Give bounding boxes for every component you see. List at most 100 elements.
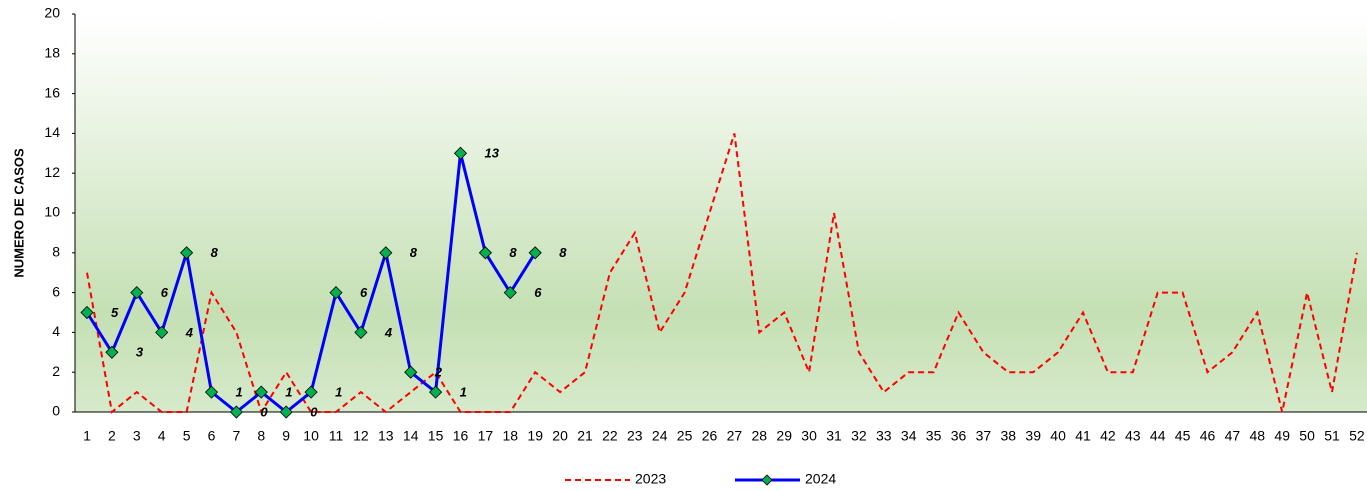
data-label: 2 [434,365,443,380]
y-tick-label: 14 [44,124,60,140]
y-tick-label: 10 [44,204,60,220]
x-tick-label: 19 [527,428,543,444]
x-tick-label: 34 [901,428,917,444]
data-label: 6 [534,285,542,300]
x-tick-label: 42 [1100,428,1116,444]
x-tick-label: 38 [1001,428,1017,444]
legend-label: 2024 [805,471,836,487]
legend-label: 2023 [635,471,666,487]
x-tick-label: 33 [876,428,892,444]
data-label: 4 [384,325,393,340]
x-tick-label: 7 [233,428,241,444]
x-tick-label: 6 [208,428,216,444]
marker [304,385,318,399]
x-tick-label: 35 [926,428,942,444]
data-label: 5 [111,305,119,320]
marker [204,385,219,399]
marker [105,345,119,359]
marker [80,305,94,320]
x-tick-label: 49 [1274,428,1290,444]
x-tick-label: 46 [1200,428,1216,444]
x-tick-label: 31 [826,428,842,444]
marker [503,286,517,300]
x-tick-label: 30 [801,428,817,444]
data-label: 8 [211,245,219,260]
x-tick-label: 50 [1299,428,1315,444]
data-label: 1 [285,385,292,400]
x-tick-label: 9 [282,428,290,444]
x-tick-label: 2 [108,428,116,444]
x-tick-label: 36 [951,428,967,444]
x-tick-label: 26 [702,428,718,444]
marker [254,385,268,399]
data-label: 0 [260,404,268,419]
x-tick-label: 15 [428,428,444,444]
marker [180,246,194,260]
x-tick-label: 14 [403,428,419,444]
y-axis-title: NUMERO DE CASOS [11,148,26,278]
series-line [86,133,1358,415]
x-tick-label: 43 [1125,428,1141,444]
x-tick-label: 47 [1225,428,1241,444]
x-tick-label: 44 [1150,428,1166,444]
x-tick-label: 20 [552,428,568,444]
y-tick-label: 8 [52,244,60,260]
x-tick-label: 21 [577,428,593,444]
data-label: 8 [410,245,418,260]
data-label: 6 [161,285,169,300]
x-tick-label: 37 [976,428,992,444]
x-tick-label: 10 [303,428,319,444]
x-tick-label: 23 [627,428,643,444]
marker [453,146,468,160]
marker [279,405,293,419]
x-tick-label: 41 [1075,428,1091,444]
x-tick-label: 8 [257,428,265,444]
data-label: 4 [185,325,194,340]
x-tick-label: 39 [1025,428,1041,444]
y-tick-label: 16 [44,84,60,100]
y-tick-label: 4 [52,323,60,339]
marker [354,325,368,339]
data-label: 13 [485,146,500,161]
marker [404,365,418,379]
x-tick-label: 17 [478,428,494,444]
data-label: 0 [310,404,318,419]
data-label: 3 [136,345,144,360]
x-tick-label: 40 [1050,428,1066,444]
x-tick-label: 25 [677,428,693,444]
data-label: 8 [559,245,567,260]
x-tick-label: 24 [652,428,668,444]
x-tick-label: 45 [1175,428,1191,444]
x-tick-label: 3 [133,428,141,444]
legend-marker [761,474,773,486]
marker [379,246,393,260]
data-label: 6 [360,285,368,300]
marker [130,286,144,300]
x-tick-label: 16 [453,428,469,444]
marker [429,385,443,399]
marker [229,405,243,419]
x-tick-label: 12 [353,428,369,444]
x-tick-label: 11 [329,428,344,444]
x-tick-label: 32 [851,428,867,444]
x-tick-label: 27 [727,428,743,444]
x-tick-label: 1 [83,428,91,444]
x-tick-label: 51 [1324,428,1340,444]
data-label: 1 [236,385,243,400]
plot-area [75,14,1367,412]
x-tick-label: 28 [752,428,768,444]
y-tick-label: 0 [52,403,60,419]
x-tick-label: 52 [1349,428,1365,444]
y-tick-label: 20 [44,5,60,21]
x-tick-label: 48 [1250,428,1266,444]
y-tick-label: 6 [52,283,60,299]
x-tick-label: 5 [183,428,191,444]
y-tick-label: 2 [52,363,60,379]
marker [329,286,343,300]
marker [155,325,169,339]
data-label: 8 [509,245,517,260]
x-tick-label: 22 [602,428,618,444]
y-tick-label: 18 [44,45,60,61]
